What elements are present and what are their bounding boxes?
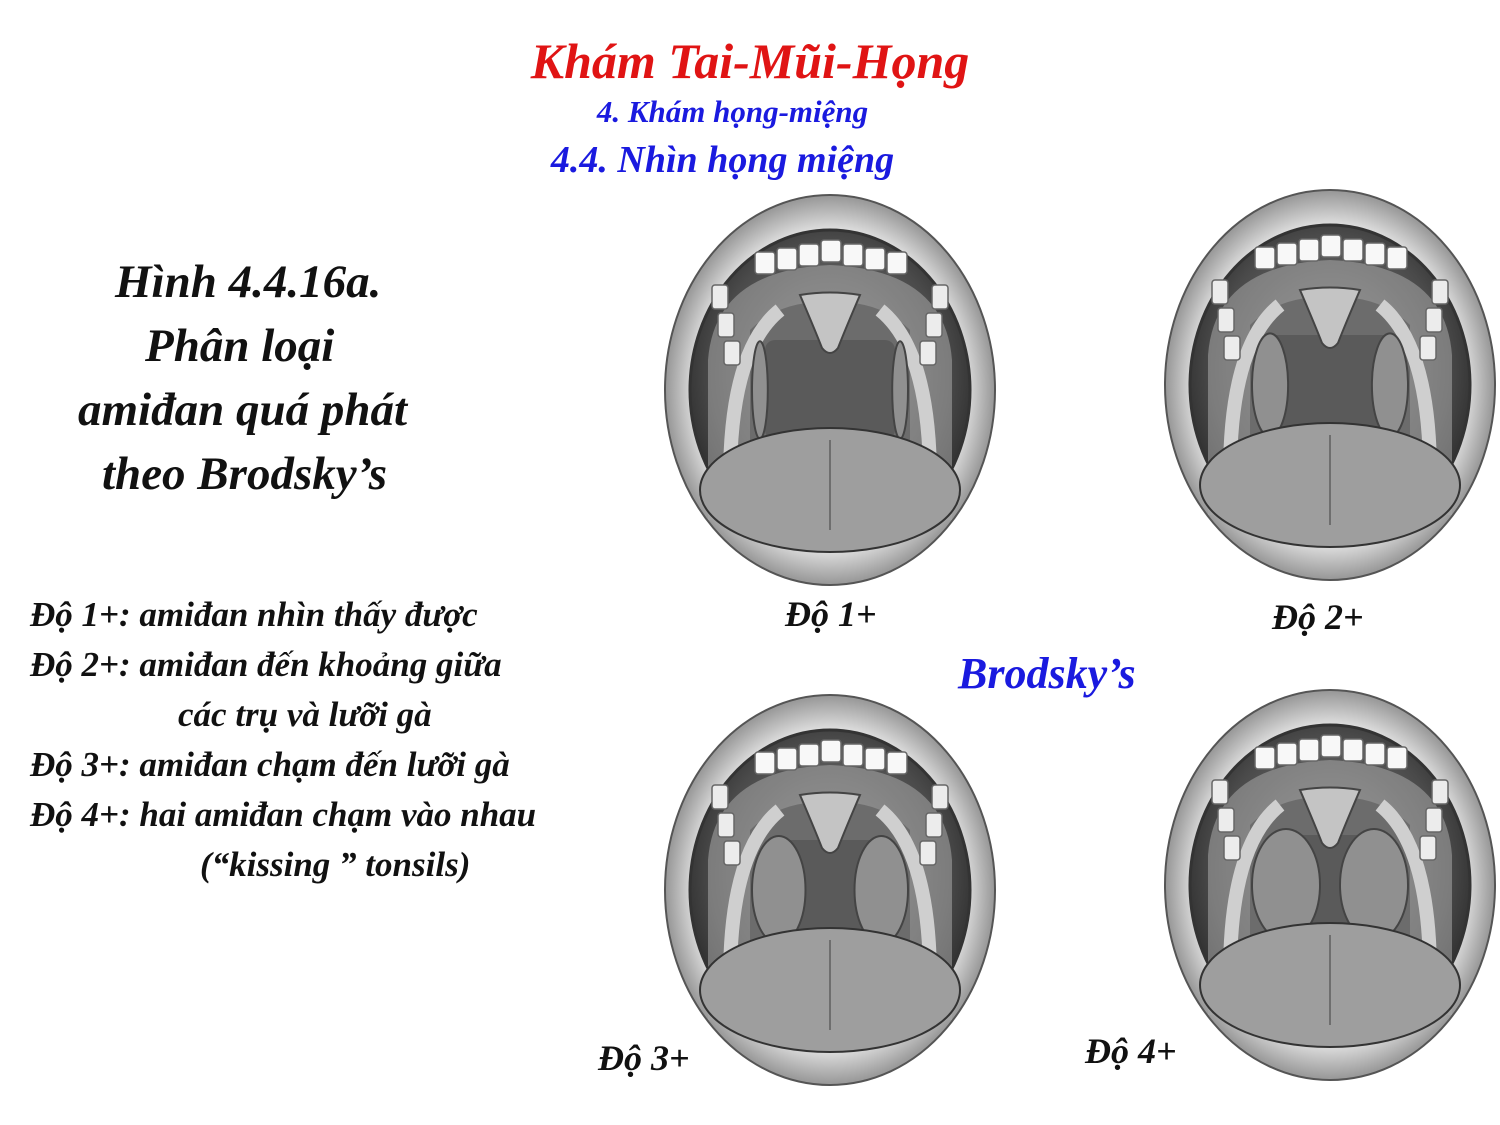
tooth: [886, 751, 908, 775]
tooth: [1320, 734, 1342, 758]
left-tonsil: [751, 835, 807, 945]
uvula: [798, 291, 862, 354]
tooth: [820, 739, 842, 763]
page-title: Khám Tai-Mũi-Họng: [530, 33, 970, 89]
tooth: [842, 743, 864, 767]
tooth: [1342, 238, 1364, 262]
tooth: [1276, 242, 1298, 266]
tooth: [1386, 246, 1408, 270]
tooth: [886, 251, 908, 275]
side-tooth: [931, 284, 949, 310]
posterior-wall: [765, 340, 895, 440]
side-tooth: [1223, 835, 1241, 861]
posterior-wall: [1265, 335, 1395, 435]
legend-line: Độ 2+: amiđan đến khoảng giữa: [30, 645, 502, 684]
tooth: [1342, 738, 1364, 762]
grade-label-3: Độ 3+: [598, 1038, 690, 1078]
side-tooth: [1419, 835, 1437, 861]
mouth-illustration-grade-3: [664, 694, 996, 1086]
grade-label-2: Độ 2+: [1272, 597, 1364, 637]
grade-legend: Độ 1+: amiđan nhìn thấy được Độ 2+: amiđ…: [30, 590, 670, 890]
side-tooth: [1425, 807, 1443, 833]
side-tooth: [1431, 779, 1449, 805]
side-tooth: [1425, 307, 1443, 333]
tooth: [864, 747, 886, 771]
grade-label-4: Độ 4+: [1085, 1031, 1177, 1071]
uvula: [798, 791, 862, 854]
tooth: [820, 239, 842, 263]
mouth-illustration-grade-1: [664, 194, 996, 586]
side-tooth: [1223, 335, 1241, 361]
tooth: [776, 247, 798, 271]
side-tooth: [723, 840, 741, 866]
tooth: [1364, 242, 1386, 266]
side-tooth: [1211, 279, 1229, 305]
side-tooth: [925, 312, 943, 338]
subsection-subtitle: 4.4. Nhìn họng miệng: [550, 139, 895, 181]
tooth: [864, 247, 886, 271]
uvula: [1298, 786, 1362, 849]
brodsky-label: Brodsky’s: [958, 649, 1136, 698]
legend-line: các trụ và lưỡi gà: [178, 695, 432, 734]
legend-line: Độ 3+: amiđan chạm đến lưỡi gà: [30, 745, 510, 784]
side-tooth: [919, 840, 937, 866]
tooth: [1254, 246, 1276, 270]
tooth: [1254, 746, 1276, 770]
figure-caption-line: amiđan quá phát: [78, 384, 408, 436]
left-tonsil: [1251, 332, 1290, 438]
left-tonsil: [751, 340, 769, 440]
grade-label-1: Độ 1+: [785, 594, 877, 634]
legend-line: Độ 4+: hai amiđan chạm vào nhau: [30, 795, 537, 834]
uvula: [1298, 286, 1362, 349]
side-tooth: [1217, 307, 1235, 333]
tooth: [1276, 742, 1298, 766]
section-subtitle: 4. Khám họng-miệng: [596, 94, 869, 129]
right-tonsil: [1370, 332, 1409, 438]
tooth: [1364, 742, 1386, 766]
tooth: [1320, 234, 1342, 258]
tooth: [754, 751, 776, 775]
legend-line: Độ 1+: amiđan nhìn thấy được: [30, 595, 478, 634]
side-tooth: [919, 340, 937, 366]
tooth: [1386, 746, 1408, 770]
figure-caption-line: Hình 4.4.16a.: [115, 256, 382, 308]
side-tooth: [711, 284, 729, 310]
tooth: [842, 243, 864, 267]
tooth: [776, 747, 798, 771]
side-tooth: [1419, 335, 1437, 361]
tooth: [1298, 738, 1320, 762]
side-tooth: [931, 784, 949, 810]
tooth: [798, 743, 820, 767]
side-tooth: [717, 312, 735, 338]
legend-line: (“kissing ” tonsils): [200, 845, 471, 884]
right-tonsil: [853, 835, 909, 945]
side-tooth: [723, 340, 741, 366]
mouth-illustration-grade-4: [1164, 689, 1496, 1081]
side-tooth: [1431, 279, 1449, 305]
tooth: [754, 251, 776, 275]
figure-caption-line: theo Brodsky’s: [102, 448, 388, 500]
tooth: [1298, 238, 1320, 262]
side-tooth: [925, 812, 943, 838]
side-tooth: [1211, 779, 1229, 805]
right-tonsil: [891, 340, 910, 440]
tooth: [798, 243, 820, 267]
figure-caption-line: Phân loại: [145, 320, 335, 372]
figure-caption: Hình 4.4.16a. Phân loại amiđan quá phát …: [40, 250, 500, 506]
mouth-illustration-grade-2: [1164, 189, 1496, 581]
side-tooth: [711, 784, 729, 810]
side-tooth: [1217, 807, 1235, 833]
side-tooth: [717, 812, 735, 838]
